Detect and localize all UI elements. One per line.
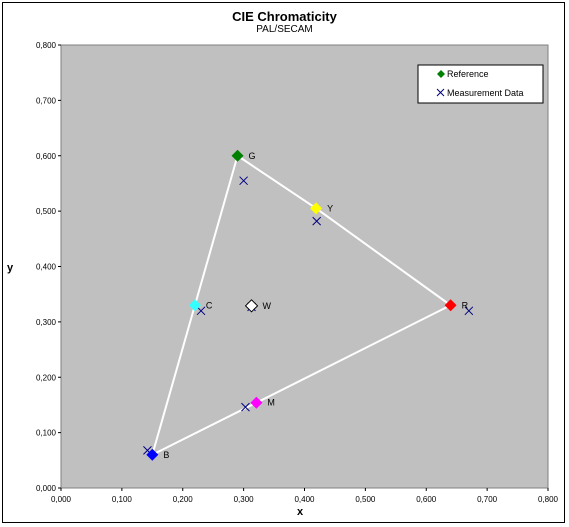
x-tick-label: 0,400 <box>294 495 315 504</box>
x-axis-label: x <box>297 506 304 518</box>
legend: Reference Measurement Data <box>417 64 544 104</box>
measurement-point <box>312 216 322 226</box>
x-tick-label: 0,700 <box>477 495 498 504</box>
x-tick-label: 0,600 <box>416 495 437 504</box>
reference-point <box>231 149 244 162</box>
y-tick-label: 0,500 <box>36 207 57 216</box>
x-tick-label: 0,500 <box>355 495 376 504</box>
y-tick-label: 0,400 <box>36 263 57 272</box>
reference-point <box>310 202 323 215</box>
reference-point-label: R <box>462 300 469 310</box>
reference-point-label: G <box>249 151 256 161</box>
x-tick-label: 0,100 <box>112 495 133 504</box>
reference-point-label: W <box>263 301 272 311</box>
measurement-point <box>464 306 474 316</box>
legend-box <box>417 64 544 104</box>
chart-subtitle: PAL/SECAM <box>256 24 313 35</box>
y-tick-label: 0,100 <box>36 429 57 438</box>
y-tick-label: 0,800 <box>36 41 57 50</box>
reference-point-label: Y <box>327 203 333 213</box>
reference-point-label: C <box>206 300 213 310</box>
y-tick-label: 0,300 <box>36 318 57 327</box>
legend-reference-label: Reference <box>447 69 489 79</box>
legend-reference-marker <box>437 70 445 78</box>
reference-point <box>250 396 263 409</box>
measurement-point <box>241 402 250 412</box>
x-tick-label: 0,800 <box>538 495 559 504</box>
chart-title: CIE Chromaticity <box>232 9 337 24</box>
y-tick-label: 0,200 <box>36 373 57 382</box>
y-tick-label: 0,000 <box>36 484 57 493</box>
reference-series: G Y R C W M B <box>146 149 469 461</box>
legend-measurement-label: Measurement Data <box>447 88 524 98</box>
y-tick-label: 0,700 <box>36 96 57 105</box>
reference-point <box>444 299 457 312</box>
measurement-point <box>196 306 206 316</box>
y-axis-ticks: 0,000 0,100 0,200 0,300 0,400 0,500 0,600 0,700… <box>36 41 61 493</box>
reference-point <box>146 448 159 461</box>
x-axis-ticks: 0,000 0,100 0,200 0,300 0,400 0,500 0,600 0,700… <box>51 488 559 504</box>
measurement-point <box>239 176 248 186</box>
legend-measurement-marker <box>436 88 445 97</box>
x-tick-label: 0,200 <box>173 495 194 504</box>
legend-item-measurement: Measurement Data <box>436 88 524 98</box>
reference-point <box>188 299 201 312</box>
reference-point-label: B <box>163 450 169 460</box>
y-axis-label: y <box>7 262 14 274</box>
x-tick-label: 0,300 <box>234 495 255 504</box>
plot-area <box>60 44 549 489</box>
reference-point <box>244 299 259 313</box>
legend-item-reference: Reference <box>437 69 489 79</box>
y-tick-label: 0,600 <box>36 152 57 161</box>
reference-point-label: M <box>267 398 275 408</box>
x-tick-label: 0,000 <box>51 495 72 504</box>
